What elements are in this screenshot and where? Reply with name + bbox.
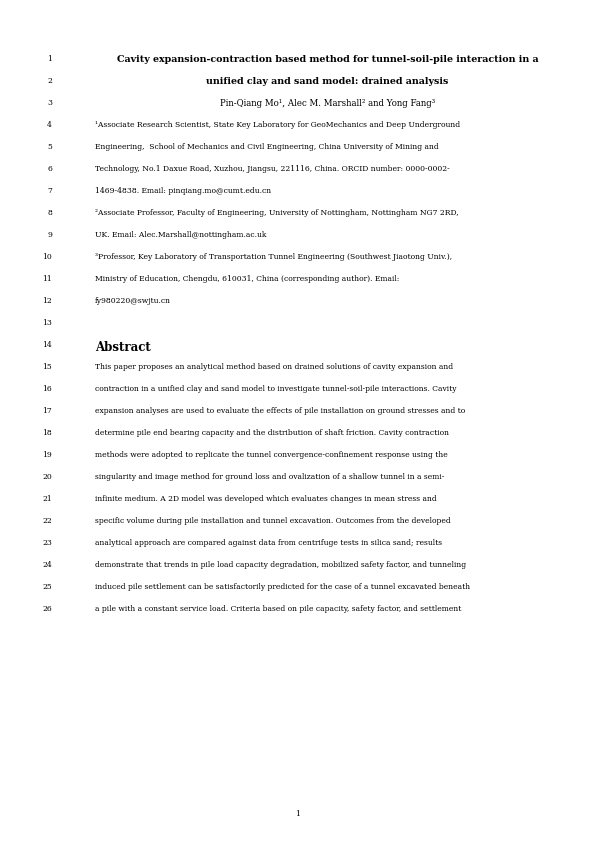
Text: UK. Email: Alec.Marshall@nottingham.ac.uk: UK. Email: Alec.Marshall@nottingham.ac.u… — [95, 231, 267, 239]
Text: fy980220@swjtu.cn: fy980220@swjtu.cn — [95, 297, 171, 305]
Text: 10: 10 — [42, 253, 52, 261]
Text: 4: 4 — [47, 121, 52, 129]
Text: 6: 6 — [47, 165, 52, 173]
Text: 18: 18 — [42, 429, 52, 437]
Text: 1: 1 — [47, 55, 52, 63]
Text: 7: 7 — [47, 187, 52, 195]
Text: contraction in a unified clay and sand model to investigate tunnel-soil-pile int: contraction in a unified clay and sand m… — [95, 385, 456, 393]
Text: This paper proposes an analytical method based on drained solutions of cavity ex: This paper proposes an analytical method… — [95, 363, 453, 371]
Text: 23: 23 — [42, 539, 52, 547]
Text: induced pile settlement can be satisfactorily predicted for the case of a tunnel: induced pile settlement can be satisfact… — [95, 583, 470, 591]
Text: 24: 24 — [42, 561, 52, 569]
Text: 12: 12 — [42, 297, 52, 305]
Text: ³Professor, Key Laboratory of Transportation Tunnel Engineering (Southwest Jiaot: ³Professor, Key Laboratory of Transporta… — [95, 253, 452, 261]
Text: unified clay and sand model: drained analysis: unified clay and sand model: drained ana… — [206, 77, 449, 86]
Text: infinite medium. A 2D model was developed which evaluates changes in mean stress: infinite medium. A 2D model was develope… — [95, 495, 437, 503]
Text: 20: 20 — [42, 473, 52, 481]
Text: determine pile end bearing capacity and the distribution of shaft friction. Cavi: determine pile end bearing capacity and … — [95, 429, 449, 437]
Text: 14: 14 — [42, 341, 52, 349]
Text: Pin-Qiang Mo¹, Alec M. Marshall² and Yong Fang³: Pin-Qiang Mo¹, Alec M. Marshall² and Yon… — [220, 99, 435, 108]
Text: methods were adopted to replicate the tunnel convergence-confinement response us: methods were adopted to replicate the tu… — [95, 451, 448, 459]
Text: 15: 15 — [42, 363, 52, 371]
Text: 16: 16 — [42, 385, 52, 393]
Text: 8: 8 — [47, 209, 52, 217]
Text: singularity and image method for ground loss and ovalization of a shallow tunnel: singularity and image method for ground … — [95, 473, 444, 481]
Text: 19: 19 — [42, 451, 52, 459]
Text: 1: 1 — [295, 810, 300, 818]
Text: 3: 3 — [47, 99, 52, 107]
Text: 2: 2 — [47, 77, 52, 85]
Text: 26: 26 — [42, 605, 52, 613]
Text: ²Associate Professor, Faculty of Engineering, University of Nottingham, Nottingh: ²Associate Professor, Faculty of Enginee… — [95, 209, 459, 217]
Text: Abstract: Abstract — [95, 341, 151, 354]
Text: 21: 21 — [42, 495, 52, 503]
Text: 11: 11 — [42, 275, 52, 283]
Text: 9: 9 — [47, 231, 52, 239]
Text: Technology, No.1 Daxue Road, Xuzhou, Jiangsu, 221116, China. ORCID number: 0000-: Technology, No.1 Daxue Road, Xuzhou, Jia… — [95, 165, 450, 173]
Text: specific volume during pile installation and tunnel excavation. Outcomes from th: specific volume during pile installation… — [95, 517, 451, 525]
Text: 22: 22 — [42, 517, 52, 525]
Text: Engineering,  School of Mechanics and Civil Engineering, China University of Min: Engineering, School of Mechanics and Civ… — [95, 143, 439, 151]
Text: 13: 13 — [42, 319, 52, 327]
Text: expansion analyses are used to evaluate the effects of pile installation on grou: expansion analyses are used to evaluate … — [95, 407, 465, 415]
Text: demonstrate that trends in pile load capacity degradation, mobilized safety fact: demonstrate that trends in pile load cap… — [95, 561, 466, 569]
Text: Ministry of Education, Chengdu, 610031, China (corresponding author). Email:: Ministry of Education, Chengdu, 610031, … — [95, 275, 399, 283]
Text: analytical approach are compared against data from centrifuge tests in silica sa: analytical approach are compared against… — [95, 539, 442, 547]
Text: a pile with a constant service load. Criteria based on pile capacity, safety fac: a pile with a constant service load. Cri… — [95, 605, 461, 613]
Text: 17: 17 — [42, 407, 52, 415]
Text: ¹Associate Research Scientist, State Key Laboratory for GeoMechanics and Deep Un: ¹Associate Research Scientist, State Key… — [95, 121, 460, 129]
Text: 5: 5 — [47, 143, 52, 151]
Text: 25: 25 — [42, 583, 52, 591]
Text: 1469-4838. Email: pinqiang.mo@cumt.edu.cn: 1469-4838. Email: pinqiang.mo@cumt.edu.c… — [95, 187, 271, 195]
Text: Cavity expansion-contraction based method for tunnel-soil-pile interaction in a: Cavity expansion-contraction based metho… — [117, 55, 538, 64]
